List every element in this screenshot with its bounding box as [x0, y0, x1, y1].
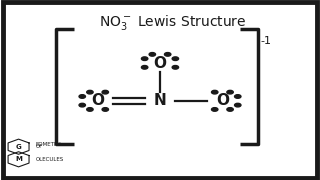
Circle shape [235, 103, 241, 107]
Circle shape [212, 90, 218, 94]
Text: OF: OF [36, 144, 43, 149]
Circle shape [227, 90, 233, 94]
Circle shape [79, 103, 85, 107]
Text: NO$_3^-$ Lewis Structure: NO$_3^-$ Lewis Structure [99, 13, 246, 32]
Text: N: N [154, 93, 166, 108]
Circle shape [79, 95, 85, 98]
Circle shape [149, 53, 156, 56]
Text: O: O [91, 93, 104, 108]
Circle shape [235, 95, 241, 98]
Circle shape [141, 66, 148, 69]
Circle shape [172, 66, 179, 69]
Text: G: G [16, 144, 21, 150]
Circle shape [141, 57, 148, 60]
Circle shape [164, 53, 171, 56]
Circle shape [102, 90, 108, 94]
Text: EOMETRY: EOMETRY [36, 141, 61, 147]
Text: -1: -1 [261, 36, 272, 46]
Circle shape [87, 108, 93, 111]
Text: M: M [15, 156, 22, 162]
Circle shape [172, 57, 179, 60]
Circle shape [227, 108, 233, 111]
Text: O: O [154, 55, 166, 71]
Text: OLECULES: OLECULES [36, 157, 64, 162]
Circle shape [87, 90, 93, 94]
Text: O: O [216, 93, 229, 108]
Circle shape [212, 108, 218, 111]
Circle shape [102, 108, 108, 111]
